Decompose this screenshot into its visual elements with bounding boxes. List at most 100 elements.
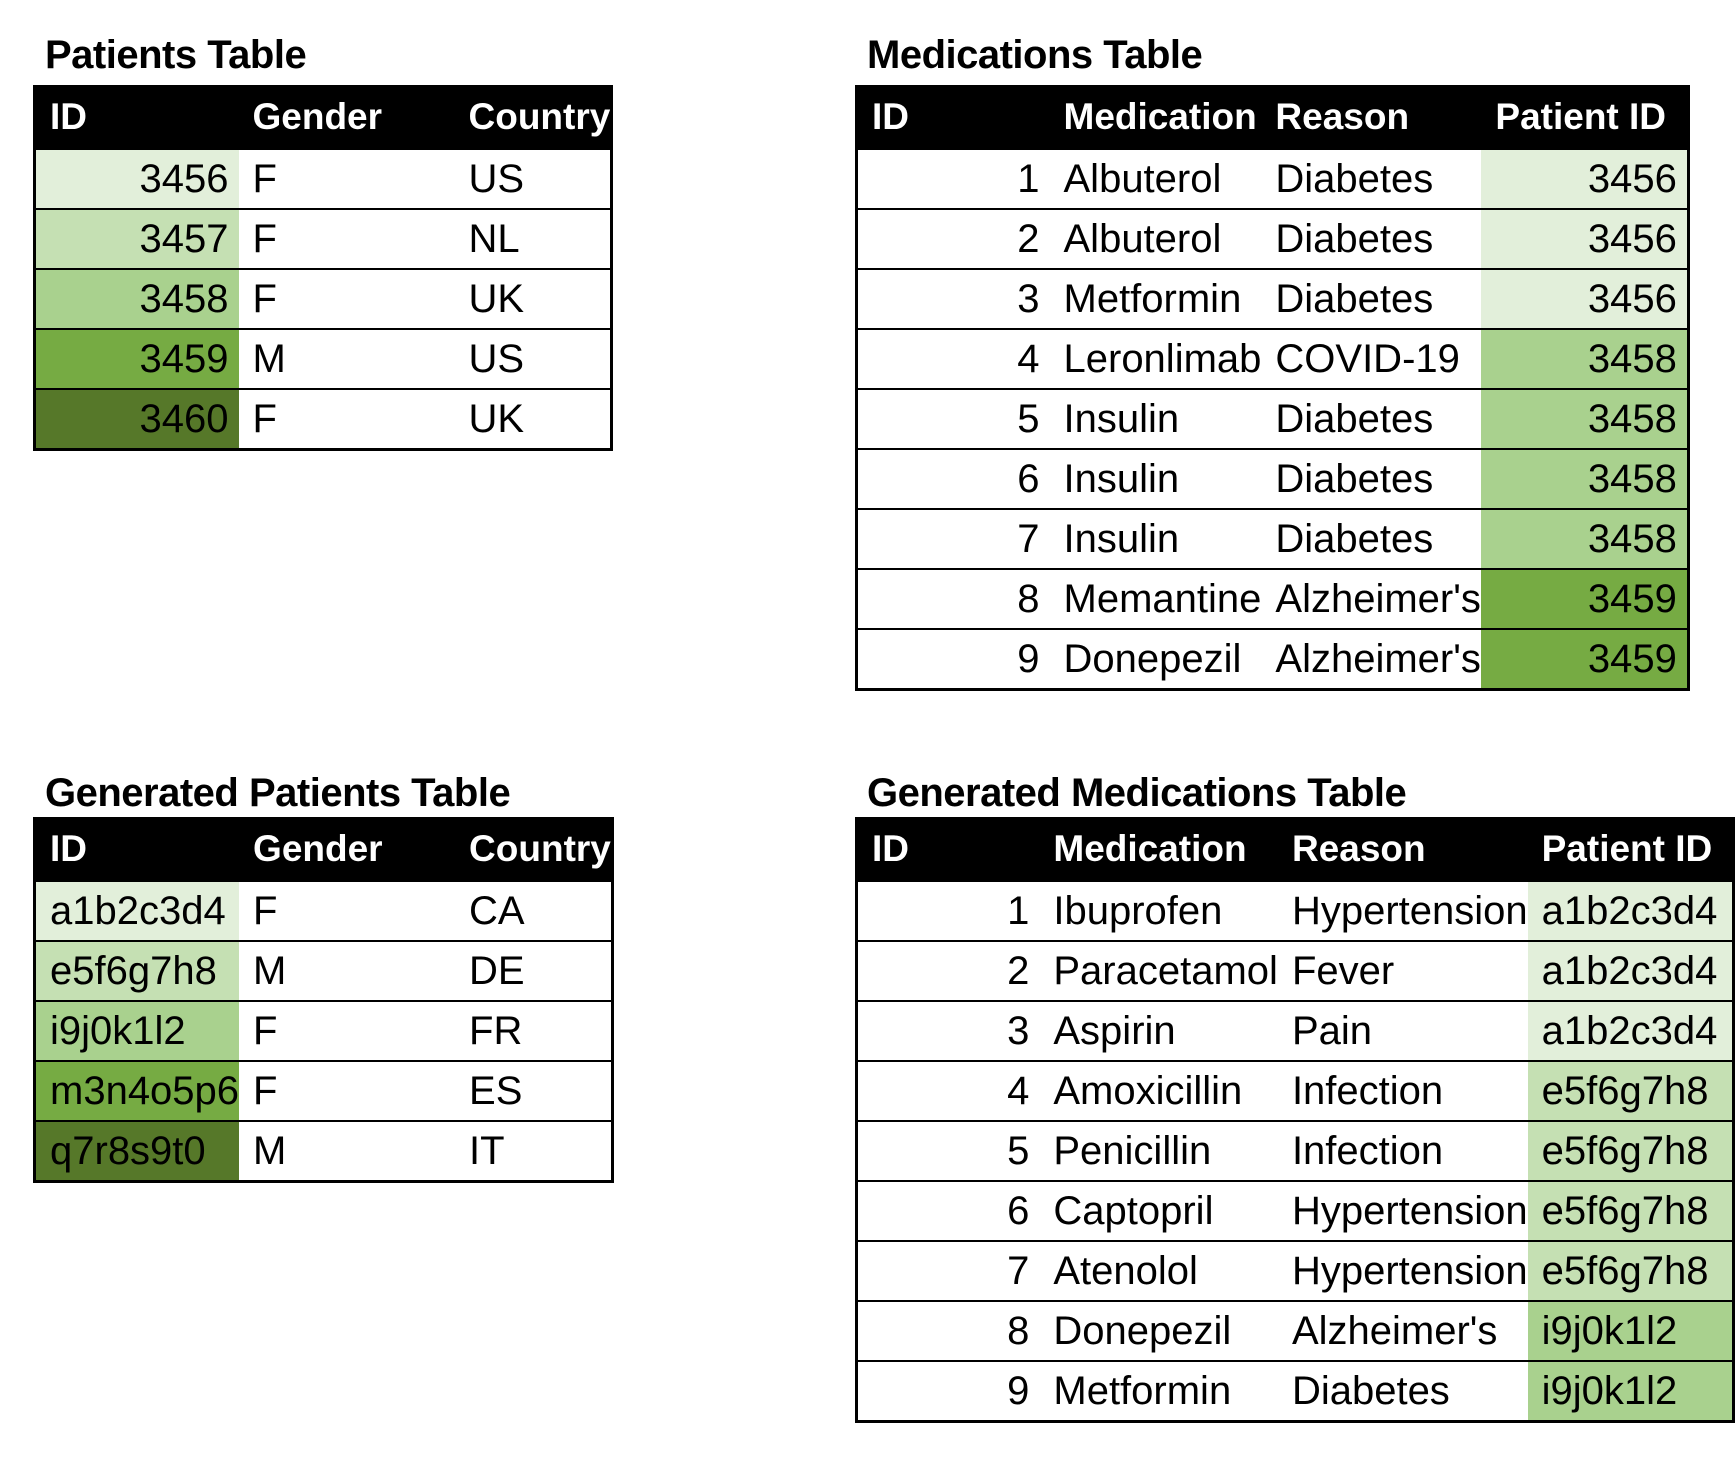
table-cell: Diabetes xyxy=(1261,388,1482,449)
column-header: Country xyxy=(455,818,613,881)
table-row: 9 Donepezil Alzheimer's 3459 xyxy=(856,628,1689,690)
table-row: 3456 F US xyxy=(34,148,612,209)
table-cell: Infection xyxy=(1277,1060,1528,1121)
header-row: ID Gender Country xyxy=(34,86,612,149)
table-row: 6 Insulin Diabetes 3458 xyxy=(856,448,1689,509)
table-cell: e5f6g7h8 xyxy=(34,940,240,1001)
table-cell: F xyxy=(239,880,456,941)
table-cell: a1b2c3d4 xyxy=(34,880,240,941)
table-row: 3 Aspirin Pain a1b2c3d4 xyxy=(856,1000,1734,1061)
table-cell: 3458 xyxy=(34,268,239,329)
header-row: ID Medication Reason Patient ID xyxy=(856,86,1689,149)
table-cell: Alzheimer's xyxy=(1261,568,1482,629)
table-row: 9 Metformin Diabetes i9j0k1l2 xyxy=(856,1360,1734,1422)
table-cell: NL xyxy=(454,208,612,269)
table-row: 3457 F NL xyxy=(34,208,612,269)
table-cell: e5f6g7h8 xyxy=(1527,1240,1734,1301)
column-header: Country xyxy=(454,86,612,149)
table-cell: Diabetes xyxy=(1261,148,1482,209)
table-cell: Metformin xyxy=(1049,268,1262,329)
patients-table-title: Patients Table xyxy=(45,33,307,77)
table-cell: a1b2c3d4 xyxy=(1527,880,1734,941)
table-cell: US xyxy=(454,328,612,389)
table-row: a1b2c3d4 F CA xyxy=(34,880,613,941)
header-row: ID Medication Reason Patient ID xyxy=(856,818,1734,881)
table-cell: Fever xyxy=(1277,940,1528,1001)
table-cell: 4 xyxy=(856,328,1050,389)
column-header: Gender xyxy=(239,818,456,881)
table-row: 8 Memantine Alzheimer's 3459 xyxy=(856,568,1689,629)
table-cell: 3 xyxy=(856,268,1050,329)
table-cell: 3456 xyxy=(1481,268,1689,329)
generated-medications-table: ID Medication Reason Patient ID 1 Ibuprofen H… xyxy=(855,817,1735,1423)
column-header: Gender xyxy=(238,86,455,149)
table-cell: UK xyxy=(454,388,612,450)
table-row: 8 Donepezil Alzheimer's i9j0k1l2 xyxy=(856,1300,1734,1361)
table-row: 5 Penicillin Infection e5f6g7h8 xyxy=(856,1120,1734,1181)
table-cell: F xyxy=(239,1060,456,1121)
column-header: ID xyxy=(34,818,240,881)
table-cell: 4 xyxy=(856,1060,1040,1121)
table-cell: FR xyxy=(455,1000,613,1061)
table-cell: F xyxy=(238,208,455,269)
table-row: 3458 F UK xyxy=(34,268,612,329)
table-cell: Atenolol xyxy=(1039,1240,1278,1301)
generated-patients-table-title: Generated Patients Table xyxy=(45,771,511,815)
table-cell: Donepezil xyxy=(1039,1300,1278,1361)
table-cell: Paracetamol xyxy=(1039,940,1278,1001)
table-row: m3n4o5p6 F ES xyxy=(34,1060,613,1121)
table-cell: 3459 xyxy=(1481,628,1689,690)
table-cell: 7 xyxy=(856,508,1050,569)
table-cell: CA xyxy=(455,880,613,941)
table-cell: Leronlimab xyxy=(1049,328,1262,389)
table-row: 7 Atenolol Hypertension e5f6g7h8 xyxy=(856,1240,1734,1301)
table-row: 3460 F UK xyxy=(34,388,612,450)
table-cell: i9j0k1l2 xyxy=(1527,1300,1734,1361)
table-cell: 3456 xyxy=(1481,148,1689,209)
table-cell: 8 xyxy=(856,1300,1040,1361)
table-cell: i9j0k1l2 xyxy=(34,1000,240,1061)
table-cell: UK xyxy=(454,268,612,329)
table-cell: F xyxy=(238,148,455,209)
column-header: Patient ID xyxy=(1481,86,1689,149)
table-cell: ES xyxy=(455,1060,613,1121)
table-cell: 3457 xyxy=(34,208,239,269)
table-cell: F xyxy=(239,1000,456,1061)
patients-table: ID Gender Country 3456 F US 3457 F NL 3458 F UK 345… xyxy=(33,85,614,451)
table-cell: a1b2c3d4 xyxy=(1527,940,1734,1001)
table-cell: M xyxy=(239,1120,456,1182)
table-row: 5 Insulin Diabetes 3458 xyxy=(856,388,1689,449)
table-cell: 5 xyxy=(856,388,1050,449)
generated-patients-table: ID Gender Country a1b2c3d4 F CA e5f6g7h8 M DE i9… xyxy=(33,817,614,1183)
table-row: q7r8s9t0 M IT xyxy=(34,1120,613,1182)
table-cell: e5f6g7h8 xyxy=(1527,1120,1734,1181)
table-row: 2 Albuterol Diabetes 3456 xyxy=(856,208,1689,269)
table-cell: i9j0k1l2 xyxy=(1527,1360,1734,1422)
table-row: i9j0k1l2 F FR xyxy=(34,1000,613,1061)
table-cell: Alzheimer's xyxy=(1261,628,1482,690)
table-cell: Albuterol xyxy=(1049,148,1262,209)
table-row: 4 Amoxicillin Infection e5f6g7h8 xyxy=(856,1060,1734,1121)
table-row: e5f6g7h8 M DE xyxy=(34,940,613,1001)
column-header: Medication xyxy=(1039,818,1278,881)
table-cell: Hypertension xyxy=(1277,1240,1528,1301)
table-cell: 3460 xyxy=(34,388,239,450)
table-cell: e5f6g7h8 xyxy=(1527,1180,1734,1241)
column-header: Reason xyxy=(1277,818,1528,881)
column-header: Patient ID xyxy=(1527,818,1734,881)
table-cell: 3459 xyxy=(1481,568,1689,629)
table-row: 7 Insulin Diabetes 3458 xyxy=(856,508,1689,569)
column-header: ID xyxy=(856,86,1050,149)
table-row: 1 Albuterol Diabetes 3456 xyxy=(856,148,1689,209)
table-row: 2 Paracetamol Fever a1b2c3d4 xyxy=(856,940,1734,1001)
table-cell: M xyxy=(238,328,455,389)
table-cell: Hypertension xyxy=(1277,880,1528,941)
table-cell: DE xyxy=(455,940,613,1001)
column-header: ID xyxy=(34,86,239,149)
table-row: 1 Ibuprofen Hypertension a1b2c3d4 xyxy=(856,880,1734,941)
table-cell: F xyxy=(238,388,455,450)
column-header: Reason xyxy=(1261,86,1482,149)
table-cell: 7 xyxy=(856,1240,1040,1301)
table-row: 4 Leronlimab COVID-19 3458 xyxy=(856,328,1689,389)
table-cell: m3n4o5p6 xyxy=(34,1060,240,1121)
